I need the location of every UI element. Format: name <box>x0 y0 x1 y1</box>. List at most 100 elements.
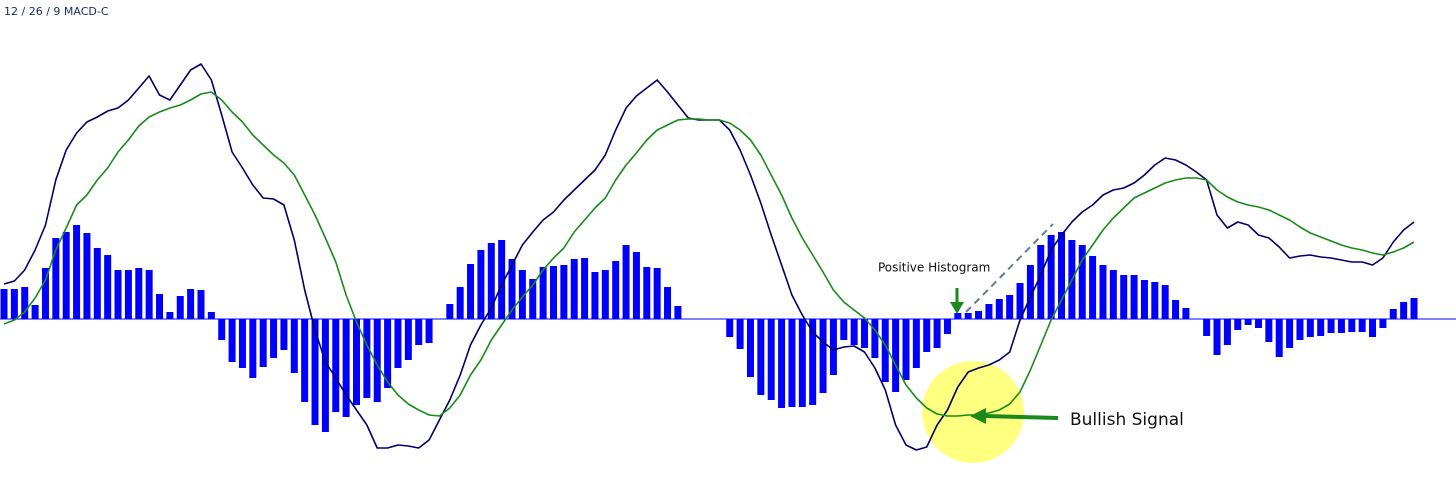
histogram-bar <box>1286 319 1294 348</box>
histogram-bar <box>270 319 278 358</box>
histogram-bar <box>228 319 236 362</box>
histogram-bar <box>467 264 475 319</box>
histogram-bar <box>1006 295 1014 319</box>
histogram-bar <box>73 225 81 319</box>
arrow-shaft <box>984 414 1059 420</box>
histogram-bar <box>1379 319 1387 328</box>
histogram-bar <box>52 238 60 319</box>
histogram-bar <box>456 287 464 319</box>
histogram-bar <box>197 290 205 319</box>
histogram-bar <box>259 319 267 367</box>
histogram-bar <box>881 319 889 382</box>
histogram-bar <box>114 270 122 319</box>
histogram-bar <box>674 306 682 319</box>
histogram-bar <box>736 319 744 349</box>
histogram-bar <box>1078 245 1086 319</box>
histogram-bar <box>964 313 972 319</box>
histogram-bar <box>1151 282 1159 319</box>
histogram-bar <box>135 268 143 319</box>
histogram-bar <box>829 319 837 375</box>
histogram-bar <box>187 289 195 319</box>
histogram-bar <box>840 319 848 340</box>
histogram-bar <box>664 287 672 319</box>
histogram-bar <box>0 289 8 319</box>
plot-area <box>0 63 1456 451</box>
histogram-bar <box>1109 270 1117 319</box>
arrow-head <box>950 302 964 314</box>
histogram-bar <box>487 243 495 319</box>
histogram-bar <box>1213 319 1221 355</box>
histogram-bar <box>778 319 786 408</box>
histogram-bar <box>1099 265 1107 319</box>
histogram-bar <box>373 319 381 402</box>
histogram-bar <box>83 233 91 319</box>
histogram-bar <box>788 319 796 407</box>
histogram-bar <box>529 279 537 319</box>
histogram-bar <box>166 312 174 319</box>
histogram-bar <box>1327 319 1335 333</box>
histogram-bar <box>1089 256 1097 319</box>
histogram-bar <box>591 272 599 319</box>
histogram-bar <box>622 245 630 319</box>
histogram-bar <box>1400 302 1408 319</box>
histogram-bar <box>1337 319 1345 333</box>
histogram-bar <box>21 287 29 319</box>
histogram-bar <box>1410 298 1418 319</box>
histogram-bar <box>342 319 350 417</box>
histogram-bar <box>767 319 775 400</box>
histogram-bar <box>612 261 620 319</box>
annotation: Bullish Signal <box>1070 410 1184 430</box>
histogram-bar <box>1047 235 1055 319</box>
line <box>3 91 1415 417</box>
histogram-bar <box>1358 319 1366 332</box>
histogram-bar <box>518 270 526 319</box>
histogram-bar <box>798 319 806 407</box>
histogram-bar <box>508 259 516 319</box>
histogram-bar <box>394 319 402 368</box>
histogram-bar <box>1130 275 1138 319</box>
histogram-bar <box>10 289 18 319</box>
histogram-bar <box>1161 285 1169 319</box>
histogram-bar <box>1223 319 1231 345</box>
histogram-bar <box>632 252 640 319</box>
histogram-bar <box>850 319 858 345</box>
histogram-bar <box>549 266 557 319</box>
histogram-bar <box>975 311 983 319</box>
histogram-bar <box>1265 319 1273 342</box>
histogram-bar <box>353 319 360 405</box>
histogram-bar <box>1172 300 1180 319</box>
histogram-bar <box>1140 280 1148 319</box>
histogram-bar <box>560 265 568 319</box>
annotation: Positive Histogram <box>878 261 990 275</box>
histogram-bar <box>809 319 817 405</box>
arrow-head <box>970 408 986 424</box>
histogram-bar <box>332 319 340 412</box>
trend-line <box>965 223 1054 313</box>
histogram-bar <box>601 270 609 319</box>
histogram-bar <box>104 255 112 319</box>
histogram-bar <box>726 319 734 337</box>
histogram-bar <box>1254 319 1262 328</box>
histogram-bar <box>746 319 754 377</box>
histogram-bar <box>280 319 288 350</box>
histogram-bar <box>954 313 962 319</box>
histogram-bar <box>902 319 910 380</box>
histogram-bar <box>176 296 184 319</box>
histogram-bar <box>985 304 993 319</box>
histogram-bar <box>1182 308 1190 319</box>
histogram-bar <box>290 319 298 373</box>
histogram-bar <box>384 319 392 388</box>
histogram-bar <box>1026 265 1034 319</box>
histogram-bar <box>62 232 70 319</box>
histogram-bar <box>943 319 951 334</box>
histogram-bar <box>1306 319 1314 337</box>
histogram-bar <box>249 319 257 378</box>
histogram-bar <box>1389 309 1397 319</box>
histogram-bar <box>321 319 329 432</box>
histogram-bar <box>1275 319 1283 357</box>
histogram-bar <box>1120 275 1128 319</box>
line <box>3 63 1415 451</box>
histogram-bar <box>207 312 215 319</box>
histogram-bar <box>539 267 547 319</box>
